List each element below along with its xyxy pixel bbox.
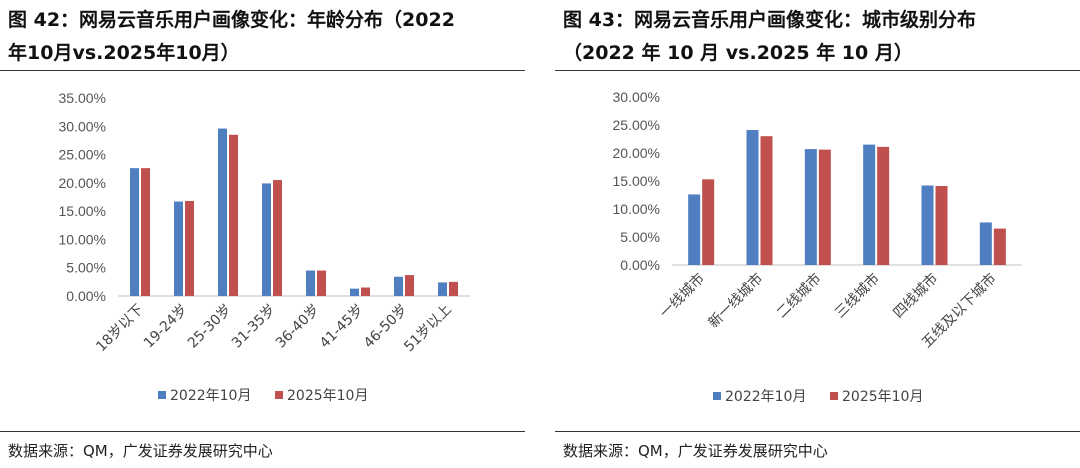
legend-swatch xyxy=(158,391,166,399)
figure-43-panel: 图 43：网易云音乐用户画像变化：城市级别分布 （2022 年 10 月 vs.… xyxy=(555,0,1080,468)
bottom-divider xyxy=(0,431,525,432)
y-tick-label: 15.00% xyxy=(59,203,106,219)
bar-2022 xyxy=(174,201,183,296)
y-tick-label: 20.00% xyxy=(613,145,660,161)
top-divider xyxy=(0,70,525,71)
bar-2025 xyxy=(405,275,414,296)
bar-2022 xyxy=(921,185,934,265)
figure-42-title-line2: 年10月vs.2025年10月） xyxy=(8,42,240,64)
y-tick-label: 5.00% xyxy=(620,229,660,245)
figure-42-title: 图 42：网易云音乐用户画像变化：年龄分布（2022 年10月vs.2025年1… xyxy=(8,4,518,70)
top-divider xyxy=(555,70,1080,71)
y-tick-label: 10.00% xyxy=(613,201,660,217)
y-tick-label: 30.00% xyxy=(59,118,106,134)
x-category-label: 36-40岁 xyxy=(273,302,323,352)
bar-2022 xyxy=(218,128,227,296)
legend-label: 2025年10月 xyxy=(842,389,923,405)
bar-2025 xyxy=(993,228,1006,265)
y-tick-label: 10.00% xyxy=(59,231,106,247)
bar-2022 xyxy=(979,222,992,265)
bar-2025 xyxy=(449,281,458,296)
bar-2025 xyxy=(877,146,890,265)
y-tick-label: 15.00% xyxy=(613,173,660,189)
legend-label: 2022年10月 xyxy=(725,389,806,405)
x-category-label: 25-30岁 xyxy=(185,302,235,352)
bar-2025 xyxy=(273,180,282,296)
bar-2022 xyxy=(688,194,701,265)
y-tick-label: 0.00% xyxy=(66,288,106,304)
figure-42-title-line1: 图 42：网易云音乐用户画像变化：年龄分布（2022 xyxy=(8,9,455,31)
figure-42-source: 数据来源：QM，广发证券发展研究中心 xyxy=(8,442,273,460)
legend-label: 2025年10月 xyxy=(287,388,368,404)
x-category-label: 一线城市 xyxy=(656,270,708,322)
bar-2022 xyxy=(130,168,139,296)
figure-43-title-line1: 图 43：网易云音乐用户画像变化：城市级别分布 xyxy=(563,9,977,31)
legend-swatch xyxy=(830,392,838,400)
bar-2022 xyxy=(746,130,759,265)
x-category-label: 41-45岁 xyxy=(317,302,367,352)
y-tick-label: 25.00% xyxy=(59,147,106,163)
figure-43-title-line2: （2022 年 10 月 vs.2025 年 10 月） xyxy=(563,42,913,64)
x-category-label: 18岁以下 xyxy=(93,302,147,356)
y-tick-label: 5.00% xyxy=(66,260,106,276)
bar-2025 xyxy=(935,186,948,265)
city-tier-distribution-chart: 0.00% 5.00% 10.00% 15.00% 20.00% 25.00% 30.00%… xyxy=(613,89,1022,405)
x-category-label: 51岁以上 xyxy=(401,302,455,356)
y-tick-label: 25.00% xyxy=(613,117,660,133)
bar-2025 xyxy=(229,134,238,296)
bar-2025 xyxy=(818,149,831,265)
y-tick-label: 30.00% xyxy=(613,89,660,105)
x-category-label: 二线城市 xyxy=(773,270,825,322)
legend-swatch xyxy=(275,391,283,399)
bar-2025 xyxy=(185,200,194,296)
legend-swatch xyxy=(713,392,721,400)
bar-2022 xyxy=(394,276,403,296)
bottom-divider xyxy=(555,431,1080,432)
x-category-label: 四线城市 xyxy=(890,270,942,322)
figure-43-source: 数据来源：QM，广发证券发展研究中心 xyxy=(563,442,828,460)
bar-2022 xyxy=(863,144,876,265)
x-category-label: 三线城市 xyxy=(831,270,883,322)
x-category-label: 新一线城市 xyxy=(705,270,767,332)
bar-2022 xyxy=(350,288,359,296)
age-distribution-chart: 0.00% 5.00% 10.00% 15.00% 20.00% 25.00% 30.00%… xyxy=(59,90,470,404)
x-category-label: 31-35岁 xyxy=(229,302,279,352)
x-category-label: 19-24岁 xyxy=(141,302,191,352)
bar-2025 xyxy=(702,179,715,265)
bar-2022 xyxy=(804,149,817,265)
bar-2025 xyxy=(760,136,773,265)
legend-label: 2022年10月 xyxy=(170,388,251,404)
figure-42-panel: 图 42：网易云音乐用户画像变化：年龄分布（2022 年10月vs.2025年1… xyxy=(0,0,525,468)
bar-2022 xyxy=(306,270,315,296)
bar-2025 xyxy=(361,287,370,296)
bar-2025 xyxy=(317,270,326,296)
y-tick-label: 35.00% xyxy=(59,90,106,106)
figure-43-title: 图 43：网易云音乐用户画像变化：城市级别分布 （2022 年 10 月 vs.… xyxy=(563,4,1073,70)
y-tick-label: 20.00% xyxy=(59,175,106,191)
y-tick-label: 0.00% xyxy=(620,257,660,273)
bar-2025 xyxy=(141,168,150,296)
bar-2022 xyxy=(438,282,447,296)
bar-2022 xyxy=(262,183,271,296)
